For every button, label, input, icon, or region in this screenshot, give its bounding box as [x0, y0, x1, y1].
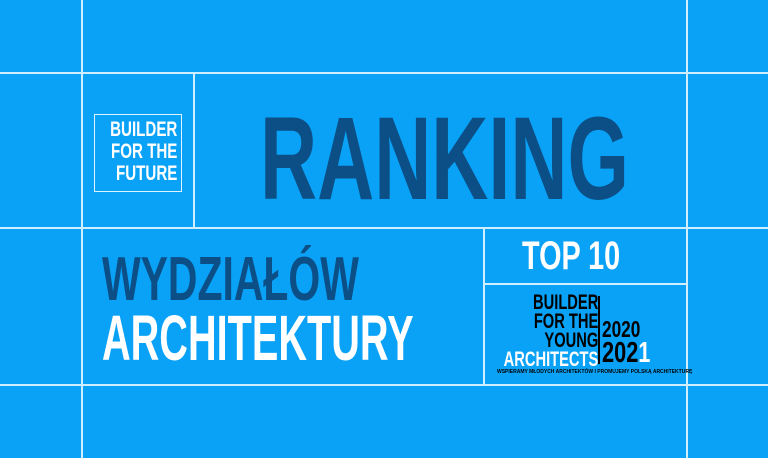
year-last-digit: 1 [638, 337, 651, 369]
grid-line [81, 0, 83, 458]
year-2020: 2020 [602, 316, 641, 342]
divider [598, 296, 600, 364]
builder-for-the-future-logo: BUILDER FOR THE FUTURE [94, 114, 182, 192]
grid-line [483, 228, 485, 385]
grid-line [0, 384, 768, 386]
subtitle-line-1: WYDZIAŁÓW [102, 245, 359, 314]
byfa-line: BUILDER [532, 291, 598, 314]
grid-line [0, 227, 768, 229]
byfa-line: ARCHITECTS [503, 348, 598, 371]
logo-line: FUTURE [115, 162, 177, 185]
year-digits: 202 [602, 337, 639, 369]
logo-line: FOR THE [110, 140, 177, 163]
byfa-line: FOR THE [533, 310, 598, 333]
page-title: RANKING [260, 93, 629, 225]
tagline: WSPIERAMY MŁODYCH ARCHITEKTÓW I PROMUJEM… [497, 369, 693, 375]
year-2021: 2021 [602, 339, 650, 368]
top10-badge: TOP 10 [522, 234, 621, 278]
subtitle-line-2: ARCHITEKTURY [102, 302, 414, 374]
grid-line [0, 72, 768, 74]
grid-line [483, 283, 687, 285]
logo-line: BUILDER [109, 118, 177, 141]
grid-line [193, 72, 195, 228]
byfa-line: YOUNG [544, 329, 598, 352]
grid-line [686, 0, 688, 458]
